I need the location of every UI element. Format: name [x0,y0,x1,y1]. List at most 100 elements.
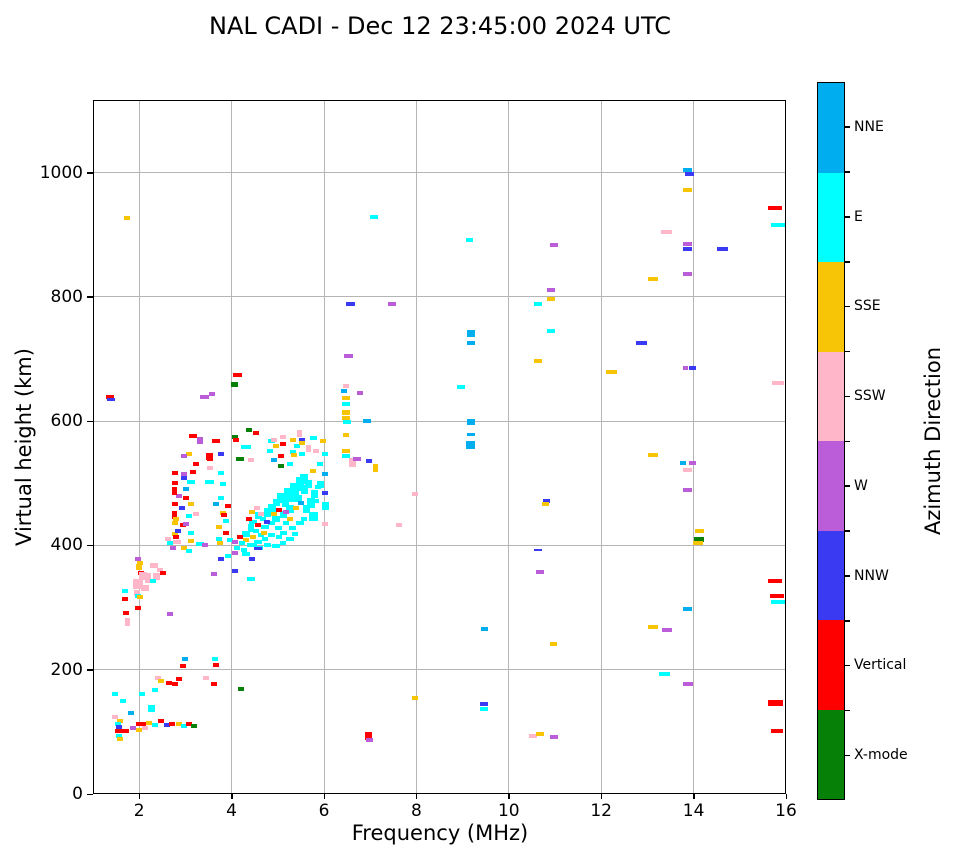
data-point [287,516,294,521]
data-point [312,499,319,504]
data-point [683,607,693,612]
data-point [315,485,322,490]
data-point [232,372,242,377]
data-point [290,483,300,496]
data-point [213,502,220,507]
data-point [272,499,280,507]
data-point [212,438,221,443]
data-point [201,543,208,548]
data-point [349,458,357,468]
data-point [356,391,363,395]
data-point [768,206,783,211]
data-point [254,547,262,551]
data-point [282,520,289,525]
data-point [680,460,687,465]
data-point [147,704,155,712]
data-point [280,441,287,446]
data-point [298,441,305,446]
data-point [300,474,309,485]
data-point [134,605,141,610]
grid-line-y [94,544,785,546]
data-point [130,725,137,730]
data-point [235,456,244,461]
data-point [682,681,693,686]
data-point [395,523,402,528]
data-point [215,525,222,530]
data-point [196,541,205,546]
data-point [181,545,188,550]
data-point [549,735,558,740]
colorbar-segment [818,441,844,531]
data-point [683,487,693,492]
data-point [120,699,127,704]
data-point [165,681,172,686]
data-point [278,463,285,468]
data-point [694,537,705,543]
data-point [180,663,187,668]
data-point [316,481,324,489]
data-point [211,681,218,686]
data-point [341,416,350,421]
colorbar-segment [818,620,844,710]
x-tick-label: 6 [318,801,330,821]
colorbar-label: Azimuth Direction [921,346,945,536]
data-point [271,458,278,463]
data-point [279,530,287,535]
data-point [770,600,785,605]
data-point [289,494,297,502]
data-point [176,677,182,682]
x-tick [415,794,418,799]
data-point [242,531,251,538]
data-point [116,725,123,730]
data-point [768,578,783,583]
data-point [342,383,349,388]
data-point [294,443,301,448]
data-point [542,502,550,507]
y-tick [87,793,93,795]
x-tick [693,794,695,799]
colorbar-tick [845,261,850,263]
data-point [353,457,362,462]
data-point [107,398,116,402]
data-point [290,453,297,458]
data-point [182,656,188,661]
data-point [245,516,252,521]
data-point [273,443,280,448]
data-point [291,532,298,537]
data-point [185,722,192,727]
data-point [171,481,178,486]
data-point [480,707,489,712]
data-point [218,471,225,476]
colorbar-segment [818,262,844,352]
data-point [635,340,647,345]
data-point [303,505,311,514]
y-tick [87,172,93,174]
data-point [543,499,551,504]
data-point [135,563,142,570]
grid-line-y [94,669,785,671]
data-point [284,487,293,500]
data-point [176,722,182,727]
data-point [231,550,238,555]
data-point [231,569,238,574]
data-point [144,572,151,583]
data-point [153,572,161,580]
data-point [171,532,178,537]
data-point [218,496,225,500]
data-point [170,545,177,550]
data-point [533,548,542,551]
data-point [133,590,140,597]
colorbar-tick [845,709,850,712]
data-point [218,556,225,561]
colorbar-tick-label: SSW [854,388,886,405]
data-point [297,429,303,437]
data-point [211,571,218,576]
data-point [171,521,178,526]
y-tick-label: 0 [72,784,83,804]
data-point [167,541,174,546]
data-point [369,215,378,220]
data-point [341,449,350,454]
data-point [167,612,174,617]
data-point [222,519,229,523]
data-point [116,733,123,738]
